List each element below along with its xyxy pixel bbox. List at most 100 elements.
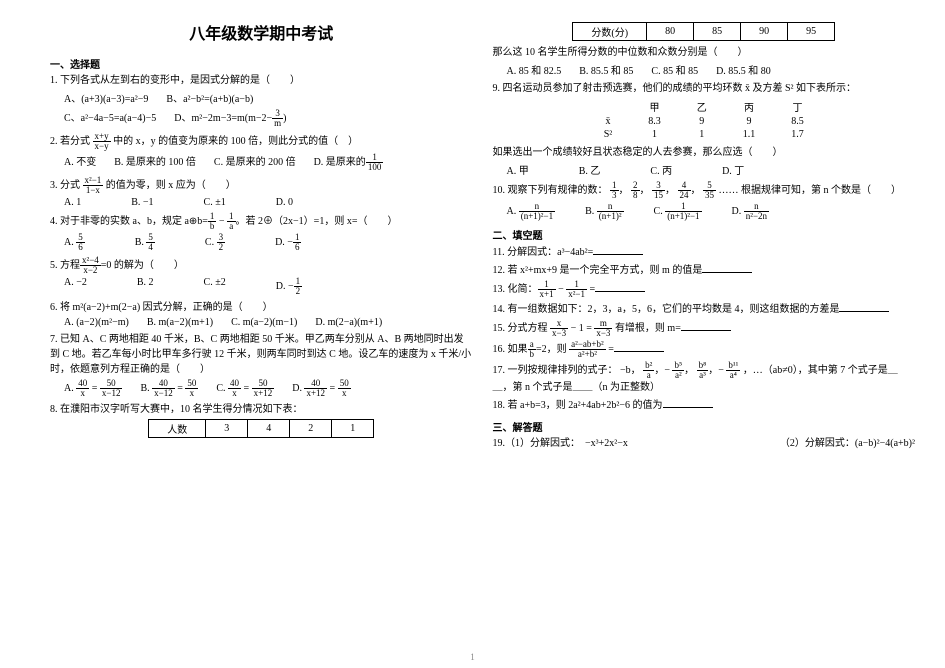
blank-12 (702, 262, 752, 273)
q16-f0d: b (528, 350, 537, 359)
q10a-pre: A. (507, 206, 519, 217)
q10-c: C. 1(n+1)²−1 (654, 202, 702, 221)
q9-opts: A. 甲 B. 乙 C. 丙 D. 丁 (507, 162, 916, 177)
q10-post: …… 根据规律可知，第 n 个数是（ ） (719, 185, 902, 196)
q10-b: B. n(n+1)² (585, 202, 623, 221)
q3-post: 的值为零，则 x 应为（ ） (106, 180, 236, 191)
q7a-eq: = (89, 383, 100, 394)
q10-opts: A. n(n+1)²−1 B. n(n+1)² C. 1(n+1)²−1 D. … (507, 202, 916, 221)
t9-r2-2: 1 (679, 128, 725, 141)
q7d-ld: x+12 (304, 389, 327, 398)
q14: 14. 有一组数据如下：2，3，a，5，6，它们的平均数是 4，则这组数据的方差… (493, 301, 916, 317)
q4-pre: 4. 对于非零的实数 a、b，规定 a⊕b= (50, 216, 208, 227)
q10-f5d: 35 (703, 191, 716, 200)
q4-b: B. 54 (135, 233, 155, 252)
q7b-r: 50x (185, 379, 198, 398)
q16-eq0: =2，则 (536, 344, 569, 355)
q17-f3: b⁵a² (672, 361, 684, 380)
q4a-f: 56 (76, 233, 85, 252)
q18-t: 18. 若 a+b=3，则 2a²+4ab+2b²−6 的值为 (493, 400, 663, 411)
q13: 13. 化简：1x+1 − 1x²−1 = (493, 280, 916, 299)
q2: 2. 若分式 x+yx−y 中的 x，y 的值变为原来的 100 倍，则此分式的… (50, 132, 473, 151)
q11-t: 11. 分解因式：a³−4ab²= (493, 247, 594, 258)
q4: 4. 对于非零的实数 a、b，规定 a⊕b=1b − 1a。若 2⊕（2x−1）… (50, 212, 473, 231)
q7-a: A. 40x = 50x−12 (64, 379, 122, 398)
q7-d: D. 40x+12 = 50x (292, 379, 350, 398)
q12-t: 12. 若 x²+mx+9 是一个完全平方式，则 m 的值是 (493, 265, 703, 276)
q7-c: C. 40x = 50x+12 (216, 379, 274, 398)
q7d-r: 50x (338, 379, 351, 398)
t8b-2: 85 (694, 23, 741, 41)
t9-r2-3: 1.1 (725, 128, 774, 141)
t9-h1: 甲 (630, 98, 679, 115)
t8-1: 3 (206, 420, 248, 438)
q10: 10. 观察下列有规律的数： 13， 28， 315， 424， 535 …… … (493, 181, 916, 200)
q7a-r: 50x−12 (100, 379, 123, 398)
q3-b: B. −1 (131, 197, 153, 208)
q15-f2d: x−3 (594, 329, 612, 338)
t9-h3: 丙 (725, 98, 774, 115)
q16-eq: = (606, 344, 614, 355)
q5-pre: 5. 方程 (50, 260, 80, 271)
q17-f5: b¹¹a⁴ (726, 361, 740, 380)
q10c-fd: (n+1)²−1 (665, 212, 701, 221)
q15-f1d: x−3 (550, 329, 568, 338)
q10a-fd: (n+1)²−1 (519, 212, 555, 221)
q10-c3: ， (665, 185, 675, 196)
q6-c: C. m(a−2)(m−1) (231, 317, 297, 328)
q17-f4: b⁸a³ (697, 361, 709, 380)
q5-c: C. ±2 (204, 277, 226, 296)
q2d-frac: 1100 (366, 153, 384, 172)
q5-d: D. −12 (276, 277, 302, 296)
q7b-pre: B. (140, 383, 152, 394)
left-column: 八年级数学期中考试 一、选择题 1. 下列各式从左到右的变形中，是因式分解的是（… (40, 20, 483, 668)
q7d-pre: D. (292, 383, 304, 394)
q5-f: x²−4x−2 (80, 256, 101, 275)
q10b-pre: B. (585, 206, 597, 217)
q8b: 那么这 10 名学生所得分数的中位数和众数分别是（ ） (493, 45, 916, 60)
q8-d: D. 85.5 和 80 (716, 62, 771, 77)
q17-f2d: a (643, 371, 654, 380)
q10-f4d: 24 (678, 191, 691, 200)
t9-r1-1: 8.3 (630, 115, 679, 128)
page-number: 1 (470, 652, 475, 662)
q10d-f: nn²−2n (744, 202, 769, 221)
q7-b: B. 40x−12 = 50x (140, 379, 198, 398)
q3-frac: x²−11−x (83, 176, 104, 195)
q10-c2: ， (640, 185, 650, 196)
t9-r2-1: 1 (630, 128, 679, 141)
q2-a: A. 不变 (64, 153, 96, 172)
q13-f2d: x²−1 (566, 290, 587, 299)
q1d-frac: 3m (272, 109, 283, 128)
q13-f1d: x+1 (538, 290, 556, 299)
q7c-l: 40x (228, 379, 241, 398)
exam-title: 八年级数学期中考试 (50, 20, 473, 44)
q1: 1. 下列各式从左到右的变形中，是因式分解的是（ ） (50, 73, 473, 88)
q7-opts: A. 40x = 50x−12 B. 40x−12 = 50x C. 40x =… (64, 379, 473, 398)
q10-f3: 315 (652, 181, 665, 200)
q12: 12. 若 x²+mx+9 是一个完全平方式，则 m 的值是 (493, 262, 916, 278)
q8-table-top: 人数3421 (148, 419, 374, 438)
q8-c: C. 85 和 85 (651, 62, 698, 77)
q10-c4: ， (691, 185, 701, 196)
q15-post: 有增根，则 m= (612, 323, 680, 334)
q5d-pre: D. − (276, 281, 294, 292)
q7d-rd: x (338, 389, 351, 398)
q7c-eq: = (241, 383, 252, 394)
q3: 3. 分式 x²−11−x 的值为零，则 x 应为（ ） (50, 176, 473, 195)
q10-f2d: 8 (631, 191, 640, 200)
q4d-fd: 6 (293, 243, 302, 252)
q5-b: B. 2 (137, 277, 154, 296)
q18: 18. 若 a+b=3，则 2a²+4ab+2b²−6 的值为 (493, 397, 916, 413)
q7a-l: 40x (76, 379, 89, 398)
q6: 6. 将 m²(a−2)+m(2−a) 因式分解，正确的是（ ） (50, 300, 473, 315)
q1-a: A、(a+3)(a−3)=a²−9 (64, 90, 148, 105)
q11: 11. 分解因式：a³−4ab²= (493, 244, 916, 260)
q13-minus: − (556, 284, 567, 295)
q3-fd: 1−x (83, 186, 104, 195)
q4d-f: 16 (293, 233, 302, 252)
blank-15 (681, 320, 731, 331)
q10-f4: 424 (678, 181, 691, 200)
q10b-f: n(n+1)² (597, 202, 624, 221)
t8-2: 4 (248, 420, 290, 438)
